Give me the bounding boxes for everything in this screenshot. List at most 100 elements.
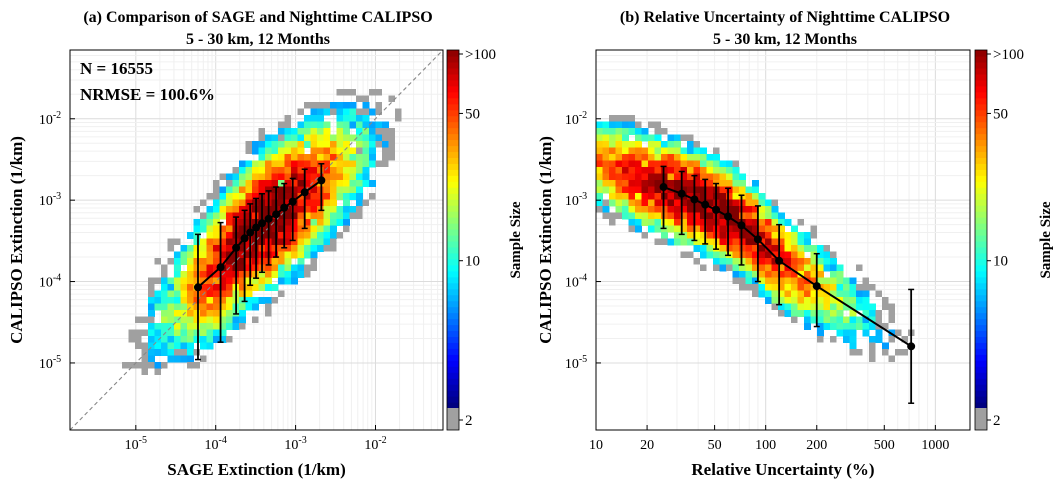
heat-cell: [310, 186, 318, 194]
colorbar-tick-label: >100: [465, 47, 496, 63]
heat-cell: [278, 147, 285, 155]
heat-cell: [849, 323, 857, 330]
heat-cell: [667, 180, 675, 187]
heat-cell: [654, 141, 662, 148]
heat-cell: [167, 245, 174, 252]
y-tick-label: 10-3: [39, 191, 61, 209]
colorbar-segment: [447, 366, 459, 373]
colorbar-segment: [975, 181, 987, 188]
heat-cell: [784, 310, 792, 317]
heat-cell: [628, 193, 636, 200]
heat-cell: [758, 199, 766, 207]
heat-cell: [336, 219, 344, 226]
heat-cell: [836, 284, 844, 291]
colorbar-segment: [447, 181, 459, 188]
heat-cell: [206, 303, 214, 311]
heat-cell: [869, 342, 876, 349]
heat-cell: [628, 167, 636, 174]
heat-cell: [154, 349, 162, 356]
heat-cell: [622, 212, 629, 220]
heat-cell: [778, 310, 785, 317]
heat-cell: [356, 199, 363, 207]
heat-cell: [862, 329, 870, 337]
heat-cell: [167, 349, 175, 356]
heat-cell: [219, 225, 227, 233]
heat-cell: [687, 141, 694, 148]
heat-cell: [680, 167, 688, 174]
heat-cell: [258, 277, 266, 285]
heat-cell: [622, 206, 629, 213]
heat-cell: [323, 121, 331, 129]
colorbar-segment: [975, 193, 987, 200]
heat-cell: [388, 154, 395, 161]
heat-cell: [213, 297, 220, 304]
heat-cell: [602, 173, 610, 181]
heat-cell: [200, 245, 207, 252]
heat-cell: [323, 134, 331, 142]
heat-cell: [791, 277, 798, 285]
heat-cell: [245, 160, 253, 168]
heat-cell: [719, 167, 727, 174]
heat-cell: [635, 219, 642, 226]
heat-cell: [693, 147, 701, 155]
heat-cell: [245, 277, 253, 285]
heat-cell: [310, 251, 318, 259]
binned-mean-point: [659, 183, 668, 192]
heat-cell: [245, 297, 253, 304]
heat-cell: [180, 284, 188, 291]
heat-cell: [343, 206, 350, 213]
heat-cell: [200, 310, 207, 317]
density-heatmap-b: [596, 115, 915, 362]
panel-b: (b) Relative Uncertainty of Nighttime CA…: [536, 9, 1054, 479]
chart-subtitle-b: 5 - 30 km, 12 Months: [713, 31, 857, 48]
heat-cell: [804, 284, 811, 291]
heat-cell: [693, 173, 701, 181]
binned-mean-point: [317, 176, 326, 185]
heat-cell: [310, 108, 318, 116]
heat-cell: [395, 108, 402, 115]
heat-cell: [836, 271, 844, 278]
heat-cell: [882, 303, 889, 310]
heat-cell: [174, 303, 181, 311]
heat-cell: [784, 245, 792, 252]
heat-cell: [200, 323, 207, 330]
tick-exponent: -5: [53, 354, 61, 365]
heat-cell: [609, 147, 616, 155]
axes-frame-b: [595, 49, 971, 431]
heat-cell: [609, 167, 616, 174]
heat-cell: [622, 154, 629, 161]
heat-cell: [154, 323, 162, 330]
heat-cell: [869, 355, 876, 362]
heat-cell: [765, 206, 772, 213]
heat-cell: [193, 349, 200, 356]
heat-cell: [323, 238, 331, 246]
heat-cell: [310, 212, 318, 220]
heat-cell: [732, 258, 740, 265]
colorbar-segment: [975, 354, 987, 361]
colorbar-segment: [975, 97, 987, 105]
binned-mean-point: [753, 235, 762, 244]
heat-cell: [382, 141, 389, 148]
heat-cell: [284, 121, 291, 128]
tick-exponent: -2: [53, 110, 61, 121]
heat-cell: [148, 355, 155, 363]
heat-cell: [817, 251, 824, 259]
heat-cell: [797, 245, 805, 252]
heat-cell: [284, 193, 292, 200]
heat-cell: [752, 245, 759, 252]
heat-cell: [219, 245, 227, 252]
heat-cell: [362, 108, 369, 115]
heat-cell: [771, 219, 779, 226]
heat-cell: [206, 212, 214, 220]
heat-cell: [161, 271, 168, 278]
heat-cell: [628, 206, 636, 213]
heat-cell: [200, 199, 207, 206]
heat-cell: [161, 316, 168, 324]
heat-cell: [778, 297, 785, 304]
heat-cell: [245, 271, 253, 278]
heat-cell: [700, 160, 707, 168]
tick-exponent: -4: [53, 273, 61, 284]
colorbar-segment: [447, 288, 459, 296]
heat-cell: [219, 290, 227, 298]
heat-cell: [161, 290, 168, 298]
